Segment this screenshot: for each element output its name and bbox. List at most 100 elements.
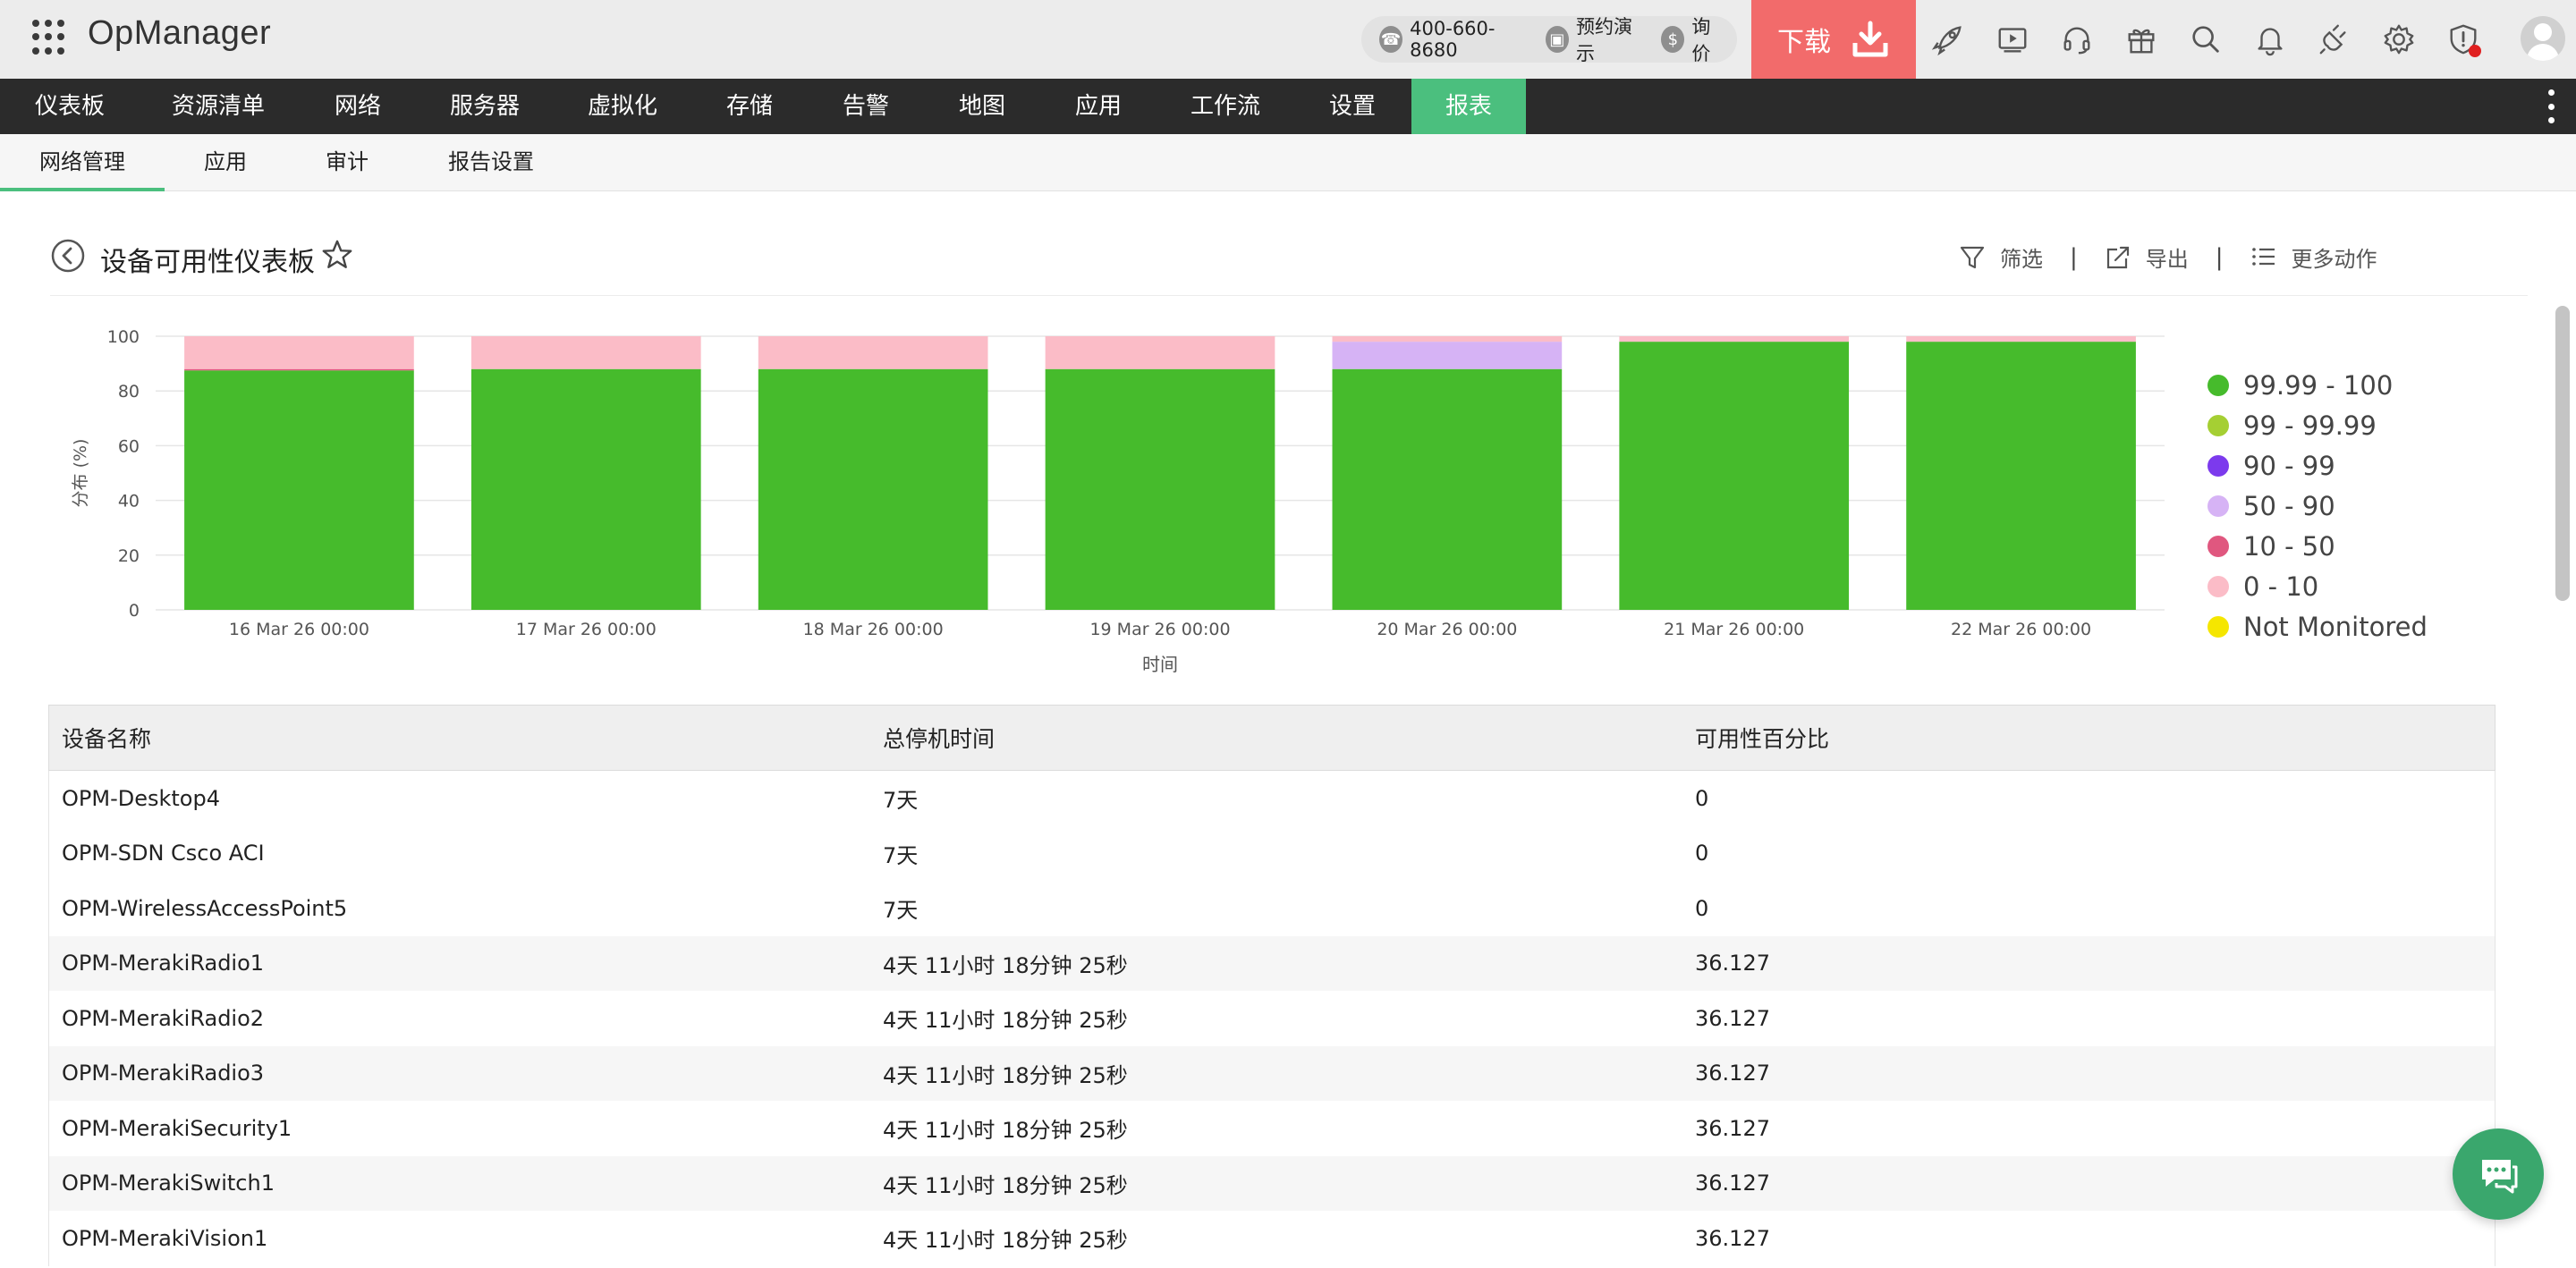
nav-alarms[interactable]: 告警 <box>842 93 889 120</box>
legend-item[interactable]: 99.99 - 100 <box>2207 365 2428 405</box>
bar-segment[interactable] <box>1619 336 1850 342</box>
table-row[interactable]: OPM-Desktop4 7天 0 <box>48 771 2496 826</box>
more-vertical-icon[interactable] <box>2546 89 2556 123</box>
bar-segment[interactable] <box>1045 368 1275 610</box>
y-axis-ticks: 0 20 40 60 80 100 <box>107 327 140 621</box>
brand-logo[interactable]: OpManager <box>88 14 272 52</box>
device-name-cell[interactable]: OPM-MerakiSwitch1 <box>62 1171 275 1196</box>
scrollbar-thumb[interactable] <box>2555 306 2570 601</box>
device-name-cell[interactable]: OPM-MerakiRadio3 <box>62 1061 265 1086</box>
nav-workflow[interactable]: 工作流 <box>1190 93 1260 120</box>
bar-segment[interactable] <box>470 336 701 369</box>
legend-label: 90 - 99 <box>2243 450 2335 481</box>
nav-network[interactable]: 网络 <box>334 93 381 120</box>
table-row[interactable]: OPM-MerakiRadio2 4天 11小时 18分钟 25秒 36.127 <box>48 991 2496 1046</box>
device-name-cell[interactable]: OPM-MerakiRadio1 <box>62 951 265 976</box>
search-icon[interactable] <box>2186 20 2225 59</box>
header-availability[interactable]: 可用性百分比 <box>1695 726 1830 752</box>
filter-action[interactable]: 筛选 <box>1959 241 2043 273</box>
more-actions-label: 更多动作 <box>2291 247 2377 272</box>
more-actions[interactable]: 更多动作 <box>2250 241 2377 273</box>
device-name-cell[interactable]: OPM-MerakiVision1 <box>62 1225 268 1251</box>
table-row[interactable]: OPM-MerakiVision1 4天 11小时 18分钟 25秒 36.127 <box>48 1211 2496 1266</box>
legend-item[interactable]: 99 - 99.99 <box>2207 405 2428 445</box>
y-tick-label: 80 <box>118 382 140 402</box>
shield-alert-icon[interactable] <box>2444 20 2483 59</box>
legend-item[interactable]: 0 - 10 <box>2207 566 2428 606</box>
bell-icon[interactable] <box>2250 20 2290 59</box>
bar-segment[interactable] <box>184 368 414 371</box>
sub-nav: 网络管理 应用 审计 报告设置 <box>0 134 2576 191</box>
tab-applications[interactable]: 应用 <box>204 149 247 174</box>
app-grid-icon[interactable] <box>32 20 68 55</box>
back-icon[interactable] <box>50 238 86 274</box>
download-button[interactable]: 下载 <box>1751 0 1916 79</box>
tab-network-management[interactable]: 网络管理 <box>0 134 165 191</box>
bar-segment[interactable] <box>1045 336 1275 369</box>
nav-apps[interactable]: 应用 <box>1074 93 1122 120</box>
device-name-cell[interactable]: OPM-MerakiSecurity1 <box>62 1115 292 1141</box>
legend-item[interactable]: 90 - 99 <box>2207 445 2428 486</box>
legend-item[interactable]: 10 - 50 <box>2207 526 2428 566</box>
nav-servers[interactable]: 服务器 <box>449 93 520 120</box>
table-row[interactable]: OPM-MerakiSwitch1 4天 11小时 18分钟 25秒 36.127 <box>48 1155 2496 1211</box>
nav-storage[interactable]: 存储 <box>725 93 773 120</box>
header-device-name[interactable]: 设备名称 <box>62 726 152 752</box>
filter-icon <box>1960 246 1985 268</box>
avatar[interactable] <box>2521 16 2565 61</box>
tab-report-settings[interactable]: 报告设置 <box>448 149 534 174</box>
table-row[interactable]: OPM-WirelessAccessPoint5 7天 0 <box>48 881 2496 936</box>
scrollbar[interactable] <box>2553 302 2572 1268</box>
y-tick-label: 0 <box>129 601 140 621</box>
bar-segment[interactable] <box>1332 342 1563 369</box>
device-name-cell[interactable]: OPM-SDN Csco ACI <box>62 841 265 866</box>
table-row[interactable]: OPM-MerakiRadio1 4天 11小时 18分钟 25秒 36.127 <box>48 935 2496 991</box>
bar-segment[interactable] <box>184 336 414 369</box>
video-icon[interactable] <box>1993 20 2032 59</box>
nav-inventory[interactable]: 资源清单 <box>171 93 265 120</box>
price-link[interactable]: 询价 <box>1691 16 1711 64</box>
table-row[interactable]: OPM-SDN Csco ACI 7天 0 <box>48 825 2496 881</box>
bar-segment[interactable] <box>1619 342 1850 610</box>
header-downtime[interactable]: 总停机时间 <box>883 726 996 752</box>
tab-audit[interactable]: 审计 <box>326 149 369 174</box>
bar-segment[interactable] <box>758 368 988 610</box>
nav-settings[interactable]: 设置 <box>1328 93 1376 120</box>
star-icon[interactable] <box>320 238 354 272</box>
device-name-cell[interactable]: OPM-WirelessAccessPoint5 <box>62 895 348 921</box>
export-action[interactable]: 导出 <box>2105 241 2189 273</box>
rocket-icon[interactable] <box>1928 20 1968 59</box>
nav-dashboard[interactable]: 仪表板 <box>34 93 105 120</box>
phone-number[interactable]: 400-660-8680 <box>1410 18 1496 61</box>
page-title: 设备可用性仪表板 <box>100 247 315 278</box>
downtime-cell: 4天 11小时 18分钟 25秒 <box>883 1008 1128 1034</box>
nav-maps[interactable]: 地图 <box>958 93 1005 120</box>
bar-segment[interactable] <box>1332 368 1563 610</box>
gift-icon[interactable] <box>2122 20 2161 59</box>
export-label: 导出 <box>2145 247 2189 272</box>
demo-link[interactable]: 预约演示 <box>1576 16 1632 64</box>
gear-icon[interactable] <box>2379 20 2419 59</box>
table-row[interactable]: OPM-MerakiSecurity1 4天 11小时 18分钟 25秒 36.12… <box>48 1101 2496 1156</box>
action-separator: | <box>2215 243 2224 271</box>
chat-button[interactable] <box>2453 1129 2544 1220</box>
legend-item[interactable]: 50 - 90 <box>2207 486 2428 526</box>
nav-virtualization[interactable]: 虚拟化 <box>587 93 657 120</box>
nav-reports[interactable]: 报表 <box>1411 79 1526 134</box>
downtime-cell: 7天 <box>883 898 919 924</box>
bar-segment[interactable] <box>758 336 988 369</box>
availability-cell: 36.127 <box>1695 1171 1770 1196</box>
bar-segment[interactable] <box>470 368 701 610</box>
device-name-cell[interactable]: OPM-Desktop4 <box>62 785 220 811</box>
bar-segment[interactable] <box>184 370 414 610</box>
table-row[interactable]: OPM-MerakiRadio3 4天 11小时 18分钟 25秒 36.127 <box>48 1045 2496 1101</box>
plug-icon[interactable] <box>2315 20 2354 59</box>
headset-icon[interactable] <box>2057 20 2097 59</box>
bar-segment[interactable] <box>1906 336 2136 342</box>
device-name-cell[interactable]: OPM-MerakiRadio2 <box>62 1005 265 1031</box>
top-bar: OpManager ☎ 400-660-8680 ▣ 预约演示 $ 询价 下载 <box>0 0 2576 79</box>
legend-label: Not Monitored <box>2243 611 2428 642</box>
bar-segment[interactable] <box>1906 342 2136 610</box>
bar-segment[interactable] <box>1332 336 1563 342</box>
legend-item[interactable]: Not Monitored <box>2207 606 2428 647</box>
